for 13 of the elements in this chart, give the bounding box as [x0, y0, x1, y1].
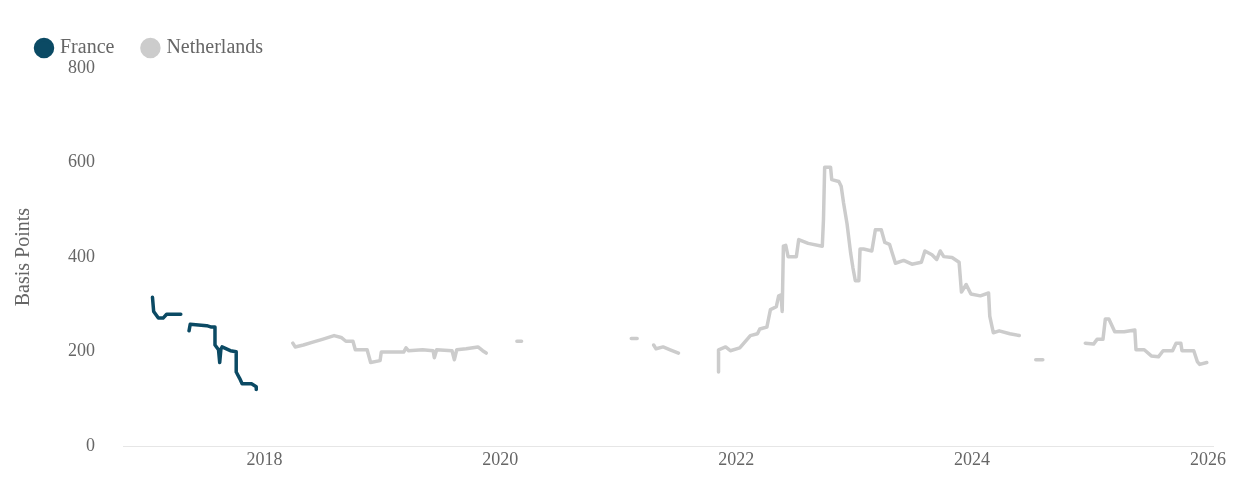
y-tick-label: 200: [68, 340, 95, 361]
x-tick-label: 2024: [954, 448, 991, 469]
y-axis-title: Basis Points: [11, 207, 34, 307]
x-tick-label: 2026: [1189, 448, 1226, 469]
x-tick-label: 2018: [246, 448, 283, 469]
x-tick-label: 2022: [718, 448, 755, 469]
y-tick-label: 600: [68, 151, 95, 172]
x-tick-label: 2020: [482, 448, 519, 469]
legend-label: Netherlands: [166, 35, 264, 58]
legend-label: France: [60, 35, 115, 58]
y-tick-label: 800: [68, 56, 95, 77]
y-tick-label: 0: [86, 434, 95, 455]
y-tick-label: 400: [68, 245, 95, 266]
